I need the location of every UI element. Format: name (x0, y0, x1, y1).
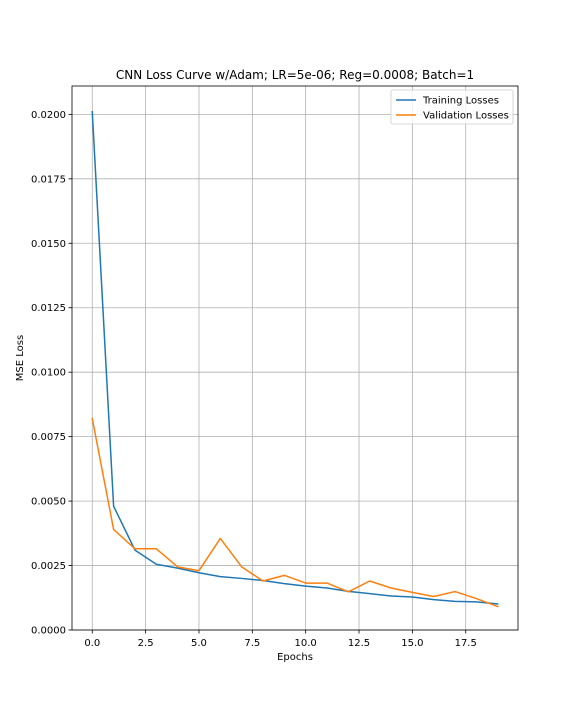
x-axis-label: Epochs (277, 652, 313, 663)
x-tick-label: 15.0 (401, 638, 423, 649)
y-axis-label: MSE Loss (15, 335, 26, 381)
x-tick-label: 5.0 (191, 638, 207, 649)
plot-frame (71, 85, 519, 631)
ticks: 0.0 2.5 5.0 7.5 10.0 12.5 15.0 17.5 0.0000 0.0025… (31, 110, 477, 649)
legend-box (390, 89, 514, 125)
y-tick-label: 0.0175 (31, 174, 66, 185)
x-tick-label: 12.5 (348, 638, 370, 649)
y-tick-label: 0.0025 (31, 561, 66, 572)
y-tick-label: 0.0000 (31, 626, 66, 637)
y-tick-label: 0.0100 (31, 368, 66, 379)
x-tick-label: 7.5 (244, 638, 260, 649)
y-tick-label: 0.0150 (31, 239, 66, 250)
x-tick-label: 17.5 (455, 638, 477, 649)
validation-losses-line (91, 417, 499, 608)
chart-title: CNN Loss Curve w/Adam; LR=5e-06; Reg=0.0… (116, 68, 474, 82)
x-tick-label: 10.0 (295, 638, 317, 649)
x-tick-label: 0.0 (84, 638, 100, 649)
legend: Training Losses Validation Losses (390, 89, 514, 125)
y-tick-label: 0.0050 (31, 497, 66, 508)
y-tick-label: 0.0200 (31, 110, 66, 121)
y-tick-label: 0.0125 (31, 303, 66, 314)
training-losses-line (91, 110, 499, 605)
x-tick-label: 2.5 (138, 638, 154, 649)
legend-label: Training Losses (422, 96, 499, 107)
y-tick-label: 0.0075 (31, 432, 66, 443)
series-lines (91, 110, 499, 608)
legend-label: Validation Losses (423, 111, 509, 122)
